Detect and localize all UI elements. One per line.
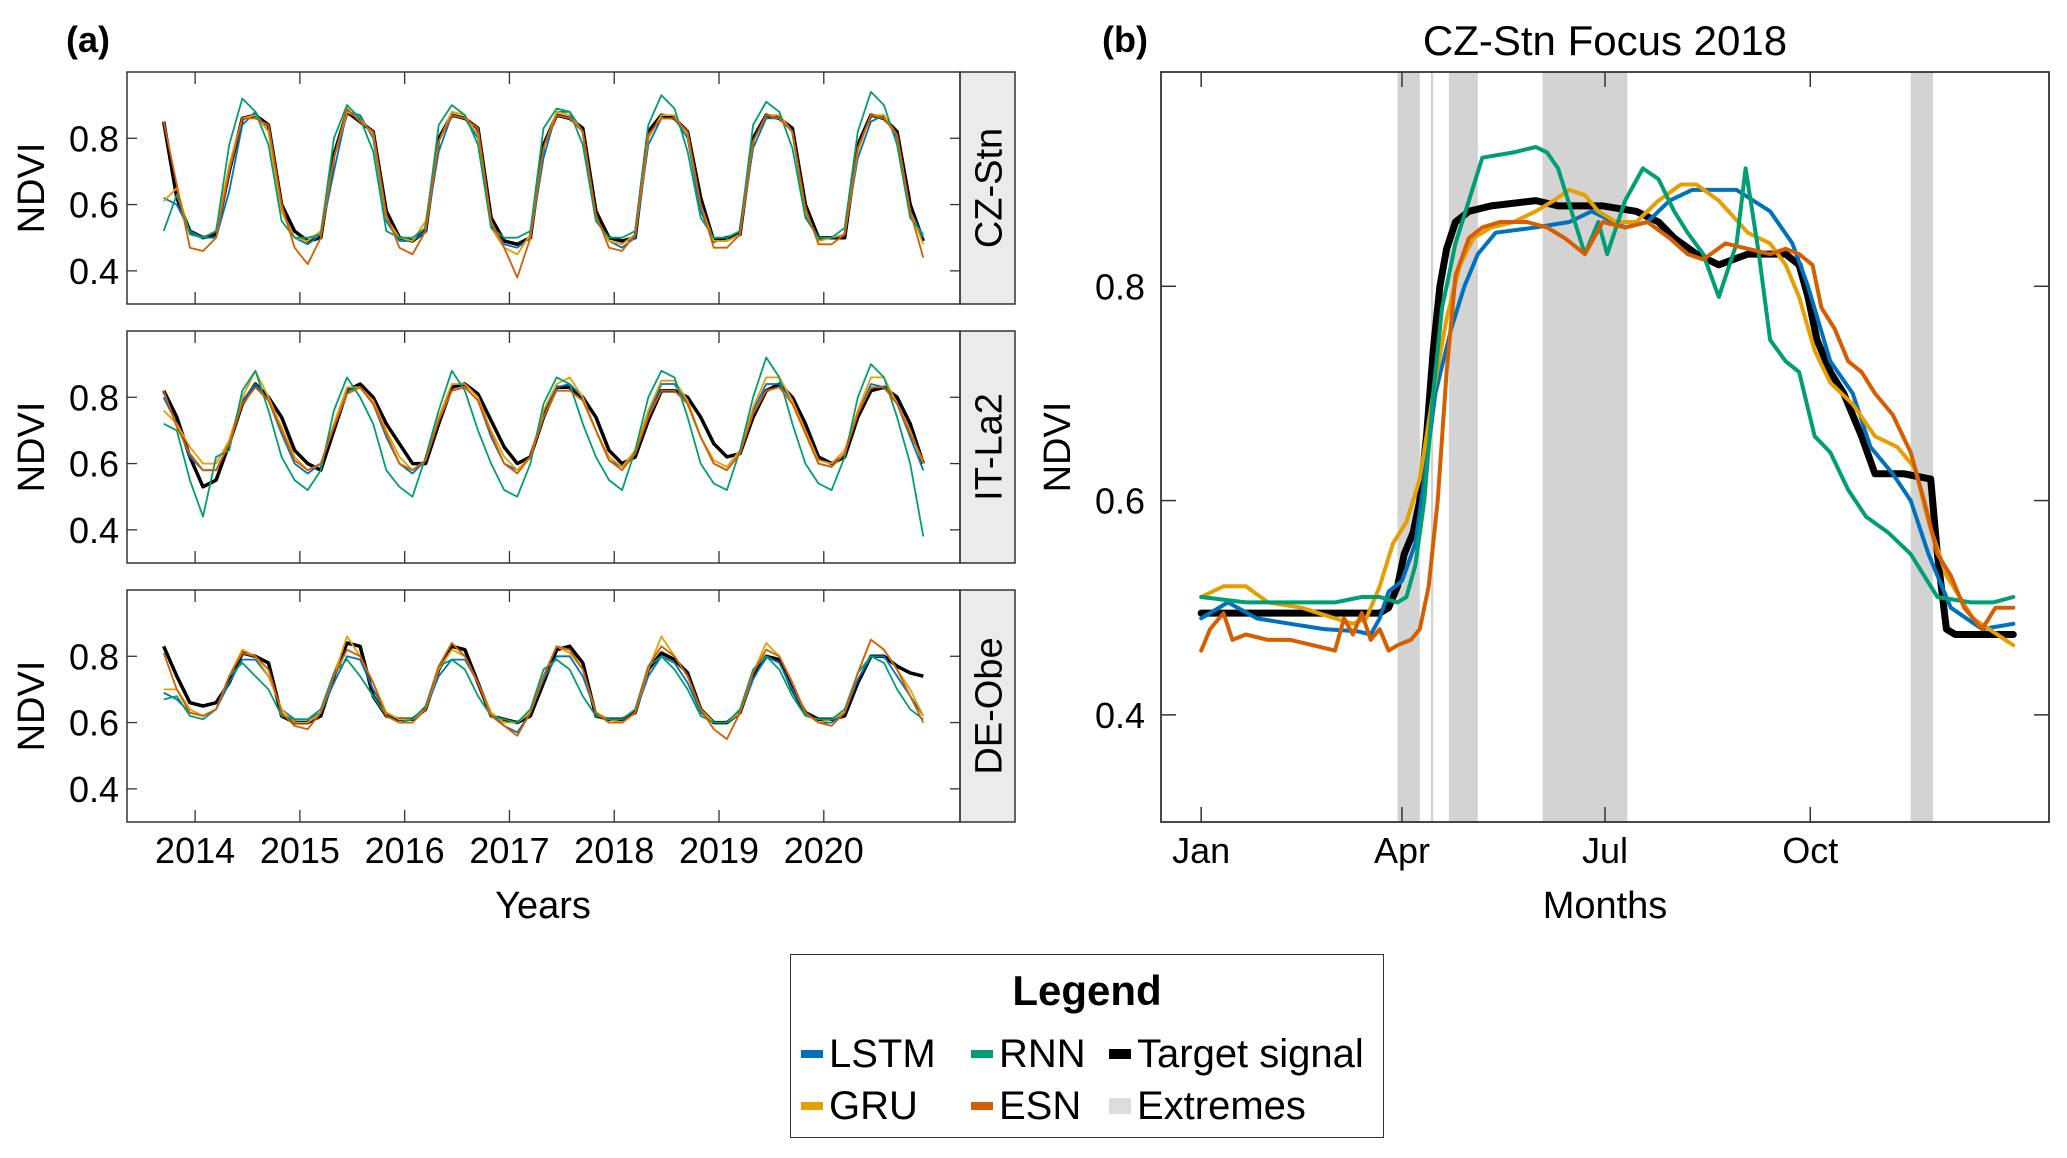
y-tick-label: 0.8	[69, 377, 119, 418]
series-line-lstm	[163, 655, 925, 734]
y-tick-label: 0.4	[69, 510, 119, 551]
rnn-swatch-icon	[971, 1050, 993, 1058]
panel-b-y-axis-label: NDVI	[1037, 402, 1079, 493]
subplot-it-la2: IT-La2 0.4 0.6 0.8 NDVI	[11, 330, 1016, 564]
panel-b-title: CZ-Stn Focus 2018	[1423, 17, 1787, 64]
axes-box	[126, 330, 961, 564]
site-label: CZ-Stn	[969, 128, 1011, 248]
legend-label-extremes: Extremes	[1137, 1083, 1306, 1128]
legend: Legend LSTM RNN Target signal GRU ESN Ex…	[790, 954, 1384, 1138]
extreme-band	[1910, 72, 1933, 822]
y-tick-label: 0.6	[69, 444, 119, 485]
x-tick-label: Jan	[1172, 830, 1230, 871]
series-line-rnn	[163, 356, 925, 537]
series-line-target-signal	[162, 641, 924, 725]
y-axis-label: NDVI	[11, 661, 53, 752]
extreme-band	[1430, 72, 1434, 822]
legend-item-extremes: Extremes	[1109, 1083, 1306, 1129]
y-tick-label: 0.4	[1095, 695, 1145, 736]
legend-item-gru: GRU	[801, 1083, 918, 1129]
x-tick-label: Apr	[1374, 830, 1430, 871]
y-tick-label: 0.8	[69, 118, 119, 159]
site-label-strip	[959, 330, 1016, 564]
series-line-rnn	[163, 655, 924, 724]
legend-item-esn: ESN	[971, 1083, 1081, 1129]
x-tick-label: 2015	[260, 830, 340, 871]
x-tick-label: Jul	[1582, 830, 1628, 871]
subplot-de-obe: DE-Obe 0.4 0.6 0.8 NDVI	[11, 589, 1016, 823]
y-tick-label: 0.8	[1095, 266, 1145, 307]
legend-label-lstm: LSTM	[829, 1031, 936, 1076]
panel-b-label: (b)	[1102, 19, 1148, 60]
panel-a-x-axis-label: Years	[495, 885, 591, 927]
site-label-strip	[959, 71, 1016, 305]
x-tick-label: 2020	[784, 830, 864, 871]
series-line-esn	[162, 107, 925, 279]
series-line-lstm	[162, 383, 925, 475]
x-tick-label: 2019	[679, 830, 759, 871]
series-line-target-signal	[162, 382, 925, 489]
y-axis-label: NDVI	[11, 143, 53, 234]
y-tick-label: 0.6	[69, 703, 119, 744]
series-line-rnn	[1199, 145, 2016, 605]
legend-title: Legend	[1012, 967, 1162, 1014]
axes-box	[126, 71, 961, 305]
target-swatch-icon	[1109, 1049, 1131, 1059]
series-line-esn	[162, 638, 925, 740]
y-tick-label: 0.6	[69, 185, 119, 226]
x-tick-label: 2014	[155, 830, 235, 871]
legend-item-rnn: RNN	[971, 1031, 1086, 1077]
legend-label-rnn: RNN	[999, 1031, 1086, 1076]
lstm-swatch-icon	[801, 1050, 823, 1058]
legend-label-gru: GRU	[829, 1083, 918, 1128]
subplot-cz-stn: CZ-Stn 0.4 0.6 0.8 NDVI	[11, 71, 1016, 305]
legend-label-esn: ESN	[999, 1083, 1082, 1128]
x-tick-label: Oct	[1782, 830, 1838, 871]
panel-a-label: (a)	[66, 19, 110, 60]
x-tick-label: 2017	[469, 830, 549, 871]
y-axis-label: NDVI	[11, 402, 53, 493]
x-tick-label: 2016	[365, 830, 445, 871]
site-label: DE-Obe	[969, 637, 1011, 774]
gru-swatch-icon	[801, 1102, 823, 1110]
extremes-swatch-icon	[1109, 1098, 1131, 1114]
legend-item-target: Target signal	[1109, 1031, 1364, 1077]
panel-a-x-tick-labels: 2014 2015 2016 2017 2018 2019 2020	[155, 830, 864, 871]
series-line-gru	[163, 369, 925, 472]
y-tick-label: 0.6	[1095, 481, 1145, 522]
x-tick-label: 2018	[574, 830, 654, 871]
esn-swatch-icon	[971, 1102, 993, 1110]
series-line-gru	[1199, 182, 2016, 648]
extreme-band	[1448, 72, 1478, 822]
legend-item-lstm: LSTM	[801, 1031, 936, 1077]
y-tick-label: 0.4	[69, 251, 119, 292]
series-line-esn	[1199, 220, 2016, 653]
series-line-esn	[162, 386, 925, 475]
y-tick-label: 0.4	[69, 769, 119, 810]
y-tick-label: 0.8	[69, 636, 119, 677]
series-line-target-signal	[1197, 197, 2017, 638]
extreme-band	[1542, 72, 1628, 822]
panel-b-x-axis-label: Months	[1543, 885, 1668, 927]
axes-box	[126, 589, 961, 823]
site-label: IT-La2	[969, 393, 1011, 501]
extreme-band	[1397, 72, 1420, 822]
legend-label-target: Target signal	[1137, 1031, 1364, 1076]
panel-b-axes: 0.4 0.6 0.8 Jan Apr Jul Oct	[1095, 71, 2050, 871]
site-label-strip	[959, 589, 1016, 823]
